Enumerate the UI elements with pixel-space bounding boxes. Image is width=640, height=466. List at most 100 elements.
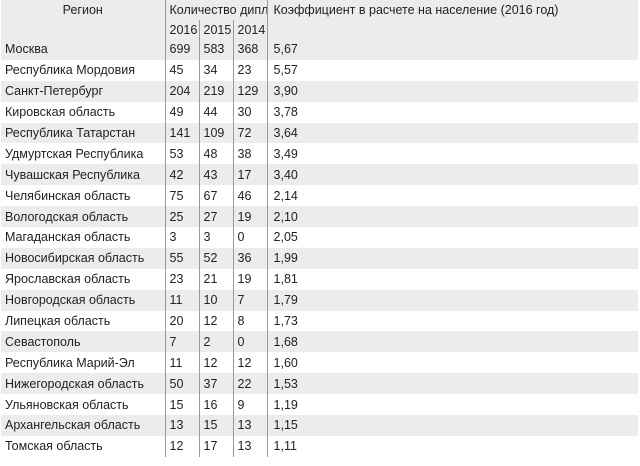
cell-2014: 19	[233, 206, 268, 228]
cell-2015: 43	[199, 164, 234, 186]
cell-2015: 12	[199, 310, 234, 332]
cell-2015: 34	[199, 59, 234, 81]
table-row: Новосибирская область 55 52 36 1,99	[1, 247, 638, 269]
table-row: Архангельская область 13 15 13 1,15	[1, 415, 638, 436]
cell-coefficient: 1,99	[267, 247, 638, 269]
cell-region: Чувашская Республика	[1, 164, 166, 186]
cell-coefficient: 1,11	[267, 435, 638, 457]
cell-2014: 7	[233, 289, 268, 311]
cell-coefficient: 3,64	[267, 122, 638, 144]
cell-2014: 72	[233, 122, 268, 144]
cell-2016: 53	[165, 143, 200, 165]
cell-coefficient: 3,90	[267, 80, 638, 102]
table-row: Ульяновская область 15 16 9 1,19	[1, 394, 638, 416]
cell-2014: 23	[233, 59, 268, 81]
table-row: Кировская область 49 44 30 3,78	[1, 101, 638, 123]
cell-2016: 11	[165, 289, 200, 311]
cell-2015: 15	[199, 415, 234, 436]
cell-2014: 368	[233, 39, 268, 60]
column-header-coefficient-empty	[267, 20, 638, 39]
cell-2015: 583	[199, 39, 234, 60]
cell-coefficient: 3,78	[267, 101, 638, 123]
column-header-year-2016: 2016	[165, 20, 200, 39]
cell-2016: 15	[165, 394, 200, 416]
cell-2015: 27	[199, 206, 234, 228]
cell-2014: 36	[233, 247, 268, 269]
cell-2016: 699	[165, 39, 200, 60]
cell-2016: 20	[165, 310, 200, 332]
cell-region: Кировская область	[1, 101, 166, 123]
diplomas-table: Регион Количество дипломов Коэффициент в…	[1, 0, 638, 457]
cell-2015: 109	[199, 122, 234, 144]
cell-coefficient: 1,53	[267, 373, 638, 395]
cell-coefficient: 1,15	[267, 415, 638, 436]
cell-2014: 8	[233, 310, 268, 332]
cell-2014: 12	[233, 352, 268, 374]
cell-region: Вологодская область	[1, 206, 166, 228]
cell-region: Севастополь	[1, 331, 166, 353]
cell-2015: 67	[199, 185, 234, 207]
cell-2016: 3	[165, 227, 200, 248]
cell-region: Магаданская область	[1, 227, 166, 248]
cell-region: Республика Марий-Эл	[1, 352, 166, 374]
cell-region: Санкт-Петербург	[1, 80, 166, 102]
table-row: Удмуртская Республика 53 48 38 3,49	[1, 143, 638, 165]
cell-region: Москва	[1, 39, 166, 60]
table-row: Чувашская Республика 42 43 17 3,40	[1, 164, 638, 186]
table-subheader-row: 2016 2015 2014	[1, 20, 638, 39]
table-row: Вологодская область 25 27 19 2,10	[1, 206, 638, 228]
cell-2016: 141	[165, 122, 200, 144]
column-header-year-2014: 2014	[233, 20, 268, 39]
cell-2016: 25	[165, 206, 200, 228]
column-header-region-empty	[1, 20, 166, 39]
cell-2014: 30	[233, 101, 268, 123]
column-header-coefficient: Коэффициент в расчете на население (2016…	[267, 0, 638, 20]
cell-2015: 219	[199, 80, 234, 102]
table-row: Челябинская область 75 67 46 2,14	[1, 185, 638, 207]
cell-region: Республика Мордовия	[1, 59, 166, 81]
cell-2014: 22	[233, 373, 268, 395]
cell-coefficient: 1,68	[267, 331, 638, 353]
cell-region: Республика Татарстан	[1, 122, 166, 144]
cell-region: Липецкая область	[1, 310, 166, 332]
cell-region: Архангельская область	[1, 415, 166, 436]
table-row: Нижегородская область 50 37 22 1,53	[1, 373, 638, 395]
table-row: Республика Марий-Эл 11 12 12 1,60	[1, 352, 638, 374]
cell-2014: 17	[233, 164, 268, 186]
cell-region: Ульяновская область	[1, 394, 166, 416]
cell-coefficient: 1,79	[267, 289, 638, 311]
cell-2014: 38	[233, 143, 268, 165]
cell-2015: 2	[199, 331, 234, 353]
cell-2016: 23	[165, 268, 200, 290]
cell-2015: 21	[199, 268, 234, 290]
cell-2016: 11	[165, 352, 200, 374]
cell-coefficient: 5,57	[267, 59, 638, 81]
cell-region: Томская область	[1, 435, 166, 457]
cell-2014: 13	[233, 415, 268, 436]
cell-2014: 0	[233, 227, 268, 248]
cell-region: Новосибирская область	[1, 247, 166, 269]
cell-2016: 42	[165, 164, 200, 186]
table-row: Липецкая область 20 12 8 1,73	[1, 310, 638, 332]
cell-2014: 9	[233, 394, 268, 416]
column-header-year-2015: 2015	[199, 20, 234, 39]
table-row: Новгородская область 11 10 7 1,79	[1, 289, 638, 311]
cell-2014: 46	[233, 185, 268, 207]
cell-2014: 129	[233, 80, 268, 102]
cell-2016: 55	[165, 247, 200, 269]
cell-2016: 45	[165, 59, 200, 81]
cell-2016: 12	[165, 435, 200, 457]
cell-coefficient: 2,05	[267, 227, 638, 248]
table-row: Ярославская область 23 21 19 1,81	[1, 268, 638, 290]
column-header-diplomas: Количество дипломов	[165, 0, 268, 20]
cell-region: Нижегородская область	[1, 373, 166, 395]
cell-2015: 48	[199, 143, 234, 165]
table-row: Республика Татарстан 141 109 72 3,64	[1, 122, 638, 144]
cell-2015: 17	[199, 435, 234, 457]
cell-2015: 44	[199, 101, 234, 123]
cell-2015: 16	[199, 394, 234, 416]
cell-coefficient: 1,19	[267, 394, 638, 416]
cell-coefficient: 2,14	[267, 185, 638, 207]
cell-coefficient: 1,60	[267, 352, 638, 374]
table-row: Москва 699 583 368 5,67	[1, 39, 638, 60]
